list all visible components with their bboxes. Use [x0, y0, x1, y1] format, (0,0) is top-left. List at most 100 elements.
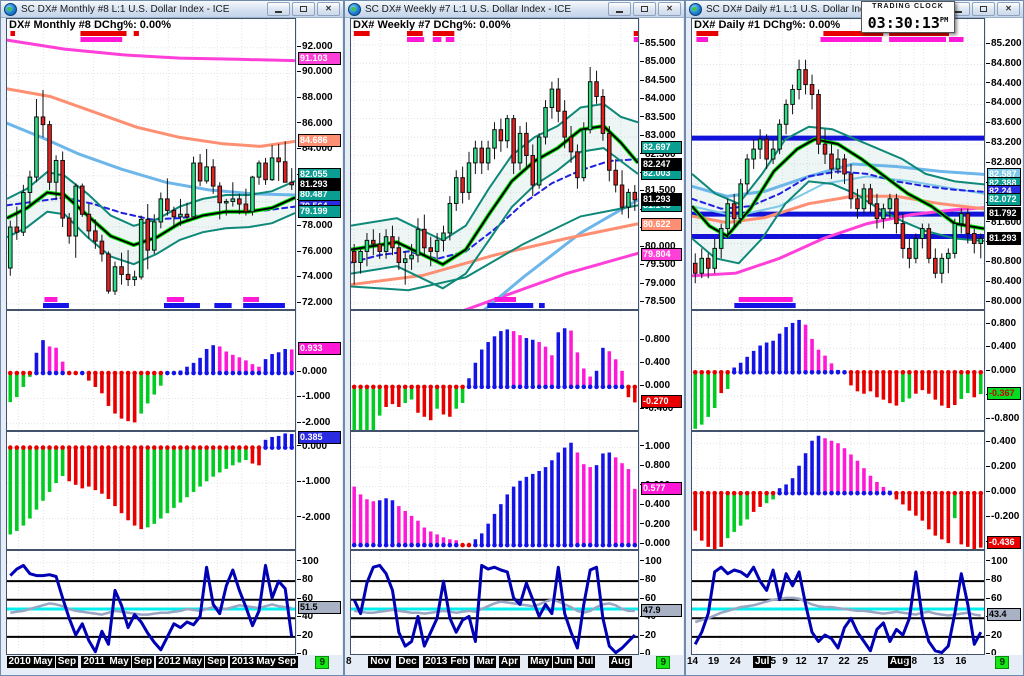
- price-chart-svg: [7, 19, 295, 309]
- indicator1-plot[interactable]: [350, 310, 639, 431]
- indicator1-plot[interactable]: [691, 310, 985, 431]
- time-axis-label: Jun: [552, 656, 575, 668]
- close-button[interactable]: ✕: [658, 2, 681, 16]
- restore-button[interactable]: [972, 2, 995, 16]
- indicator-histogram-svg: [7, 432, 295, 549]
- restore-button[interactable]: [633, 2, 656, 16]
- axis-tick: 83.500: [640, 112, 676, 123]
- minimize-button[interactable]: [267, 2, 290, 16]
- price-chart-plot[interactable]: [691, 18, 985, 310]
- titlebar[interactable]: SC DX# Daily #1 L:1 U.S. Dollar Index - …: [686, 1, 1023, 18]
- axis-tick: 0: [640, 649, 651, 655]
- titlebar[interactable]: SC DX# Monthly #8 L:1 U.S. Dollar Index …: [1, 1, 343, 18]
- value-label: 80.622: [641, 217, 682, 231]
- oscillator-scale[interactable]: 10080604020047.9: [640, 550, 683, 655]
- time-axis-label: 2011: [81, 656, 108, 668]
- axis-tick: 20: [640, 630, 656, 641]
- indicator-histogram-svg: [351, 432, 638, 549]
- price-chart-plot[interactable]: [350, 18, 639, 310]
- axis-tick: -0.800: [986, 413, 1019, 424]
- close-button[interactable]: ✕: [317, 2, 340, 16]
- axis-tick: -2.000: [297, 417, 330, 428]
- oscillator-plot[interactable]: [6, 550, 296, 655]
- axis-tick: -2.000: [297, 512, 330, 523]
- axis-tick: 81.600: [986, 217, 1022, 228]
- value-label: -0.367: [987, 387, 1021, 401]
- restore-button[interactable]: [292, 2, 315, 16]
- oscillator-plot[interactable]: [691, 550, 985, 655]
- axis-tick: 92.000: [297, 41, 333, 52]
- chart-window-weekly: SC DX# Weekly #7 L:1 U.S. Dollar Index -…: [344, 0, 685, 676]
- price-scale[interactable]: 92.00090.00088.00086.00084.00082.00080.0…: [297, 18, 342, 310]
- titlebar[interactable]: SC DX# Weekly #7 L:1 U.S. Dollar Index -…: [345, 1, 684, 18]
- time-axis-label: 24: [729, 656, 741, 667]
- axis-tick: 85.200: [986, 38, 1022, 49]
- time-axis-label: Sep: [205, 656, 228, 668]
- axis-tick: 20: [297, 630, 313, 641]
- axis-tick: 80.800: [986, 257, 1022, 267]
- indicator2-plot[interactable]: [6, 431, 296, 550]
- trading-clock-title: TRADING CLOCK: [872, 3, 944, 10]
- time-axis-label: May: [254, 656, 278, 668]
- axis-tick: 100: [986, 556, 1008, 567]
- axis-tick: 88.000: [297, 93, 333, 103]
- axis-tick: 40: [297, 612, 313, 622]
- indicator1-scale[interactable]: 0.000 -1.000 -2.000 0.933: [297, 310, 342, 431]
- time-axis-label: May: [107, 656, 131, 668]
- oscillator-svg: [7, 551, 295, 654]
- indicator2-plot[interactable]: [350, 431, 639, 550]
- time-axis-label: 17: [817, 656, 829, 667]
- time-axis[interactable]: 14 19 24 Jul 5 9 12 17 22 25 Aug 6 8 13 16 9: [686, 655, 1023, 670]
- time-axis-label: 8: [911, 656, 918, 667]
- indicator2-plot[interactable]: [691, 431, 985, 550]
- axis-tick: 84.800: [986, 58, 1022, 69]
- axis-tick: 84.400: [986, 78, 1022, 89]
- minimize-button[interactable]: [608, 2, 631, 16]
- time-axis-label: Dec: [396, 656, 419, 668]
- axis-tick: 60: [986, 593, 1002, 604]
- close-button[interactable]: ✕: [997, 2, 1020, 16]
- page-number-badge[interactable]: 9: [315, 656, 329, 669]
- axis-tick: 0: [297, 649, 308, 655]
- oscillator-plot[interactable]: [350, 550, 639, 655]
- axis-tick: 1.000: [640, 441, 670, 452]
- axis-tick: 84.000: [297, 144, 333, 154]
- axis-tick: 74.000: [297, 272, 333, 282]
- axis-tick: 81.500: [640, 186, 676, 196]
- axis-tick: 0.800: [640, 334, 670, 345]
- time-axis-label: 9: [782, 656, 788, 667]
- time-axis[interactable]: 2010 May Sep 2011 May Sep 2012 May Sep 2013 May Sep…: [1, 655, 343, 670]
- value-label: 84.686: [298, 134, 341, 148]
- trading-clock[interactable]: TRADING CLOCK 03:30:13PM: [861, 1, 955, 33]
- indicator2-scale[interactable]: 0.000 -1.000 -2.000 0.385: [297, 431, 342, 550]
- time-axis-label: 2013: [229, 656, 256, 668]
- time-axis-label: 13: [933, 656, 945, 667]
- time-axis-label: Feb: [448, 656, 471, 668]
- axis-tick: 86.000: [297, 118, 333, 129]
- indicator-histogram-svg: [692, 432, 984, 549]
- time-axis-label: Aug: [608, 656, 633, 668]
- time-axis-label: May: [31, 656, 55, 668]
- page-number-badge[interactable]: 9: [995, 656, 1009, 669]
- price-chart-svg: [351, 19, 638, 309]
- time-axis[interactable]: 8 Nov Dec 2013 Feb Mar Apr May Jun Jul Aug 9: [345, 655, 684, 670]
- oscillator-scale[interactable]: 100 80 60 40 20 0 51.5: [297, 550, 342, 655]
- value-label: 79.199: [298, 204, 341, 218]
- time-axis-label: 25: [857, 656, 869, 667]
- oscillator-scale[interactable]: 10080604020043.4: [986, 550, 1022, 655]
- time-axis-label: Sep: [55, 656, 79, 668]
- axis-tick: 79.000: [640, 278, 676, 289]
- value-label: 82.697: [641, 141, 682, 155]
- value-label: 43.4: [987, 608, 1021, 622]
- axis-tick: 80: [640, 575, 656, 585]
- indicator1-plot[interactable]: [6, 310, 296, 431]
- page-number-badge[interactable]: 9: [656, 656, 670, 669]
- price-scale[interactable]: 85.50085.00084.50084.00083.50083.00082.5…: [640, 18, 683, 310]
- price-chart-plot[interactable]: [6, 18, 296, 310]
- price-scale[interactable]: 85.200 84.800 84.400 84.000 83.600 83.200 82.8…: [986, 18, 1022, 310]
- axis-tick: 80: [297, 575, 313, 585]
